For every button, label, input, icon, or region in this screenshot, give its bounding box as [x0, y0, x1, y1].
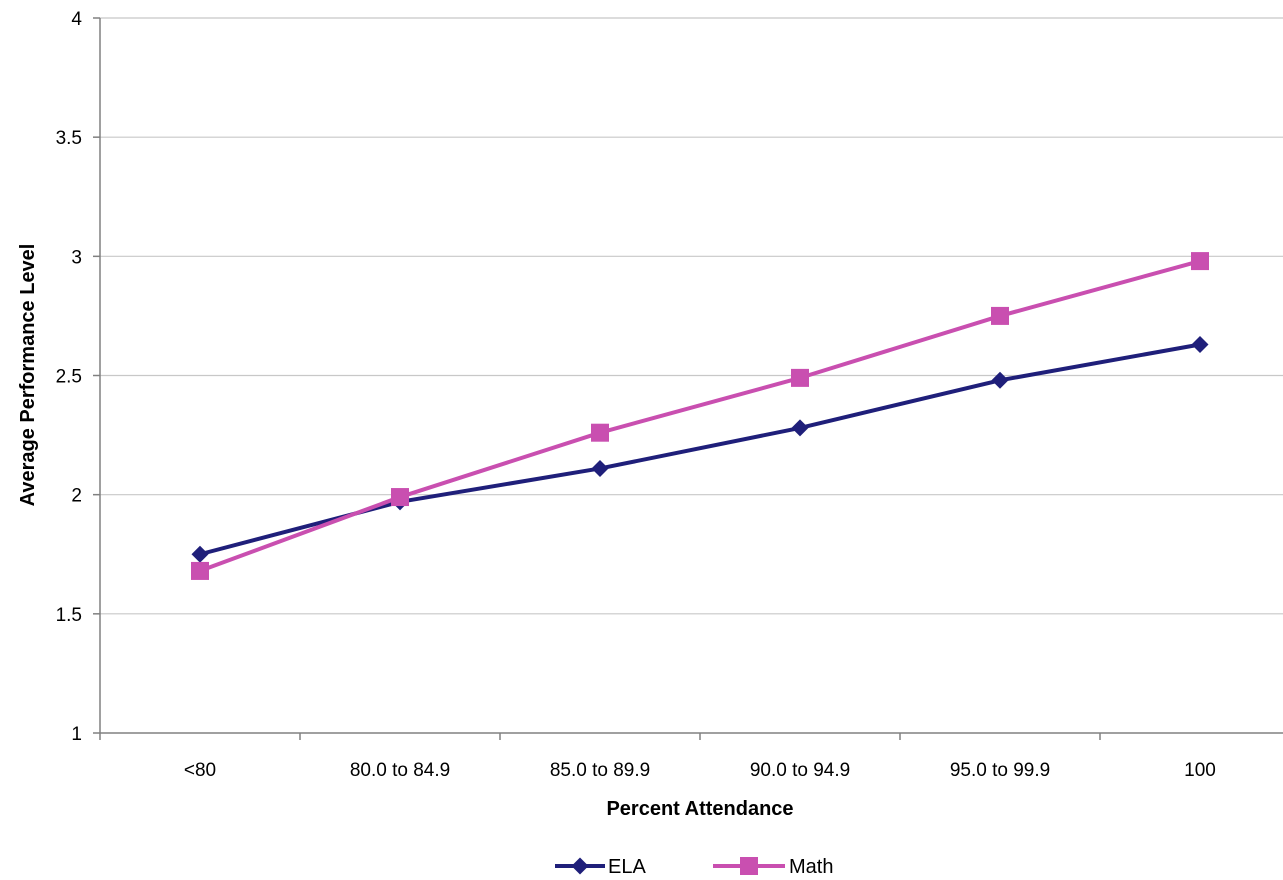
legend-item-ela: ELA — [555, 856, 646, 878]
data-point-math — [1191, 252, 1209, 271]
x-tick-label: 90.0 to 94.9 — [750, 760, 850, 781]
data-point-math — [991, 306, 1009, 325]
axes — [93, 17, 1283, 740]
x-tick-label: 80.0 to 84.9 — [350, 760, 450, 781]
data-point-math — [191, 561, 209, 580]
data-point-math — [591, 423, 609, 442]
x-axis-title: Percent Attendance — [606, 798, 793, 820]
legend-label: ELA — [608, 856, 646, 878]
y-tick-label: 4 — [71, 9, 82, 30]
y-tick-label: 2.5 — [56, 367, 82, 388]
y-axis-title: Average Performance Level — [17, 244, 39, 507]
legend: ELA Math — [555, 856, 833, 878]
data-point-math — [791, 368, 809, 387]
legend-item-math: Math — [713, 856, 833, 878]
x-tick-label: 95.0 to 99.9 — [950, 760, 1050, 781]
data-point-ela — [1191, 336, 1209, 354]
series-line-math — [199, 259, 1201, 573]
y-tick-label: 1.5 — [56, 605, 82, 626]
data-point-ela — [791, 419, 809, 437]
legend-label: Math — [789, 856, 833, 878]
y-tick-labels: 1 1.5 2 2.5 3 3.5 4 — [56, 9, 83, 745]
y-tick-label: 2 — [71, 486, 82, 507]
x-tick-label: 85.0 to 89.9 — [550, 760, 650, 781]
x-tick-labels: <80 80.0 to 84.9 85.0 to 89.9 90.0 to 94.9 9… — [184, 760, 1216, 781]
x-tick-label: <80 — [184, 760, 216, 781]
y-tick-label: 3.5 — [56, 128, 82, 149]
y-tick-label: 3 — [71, 247, 82, 268]
gridlines — [100, 17, 1283, 615]
data-point-ela — [991, 371, 1009, 389]
y-tick-label: 1 — [71, 724, 82, 745]
data-point-ela — [591, 459, 609, 477]
x-tick-label: 100 — [1184, 760, 1216, 781]
legend-marker — [740, 857, 758, 875]
series-markers — [191, 252, 1209, 580]
series-lines — [199, 259, 1201, 573]
legend-marker — [571, 857, 589, 875]
data-point-ela — [191, 545, 209, 563]
data-point-math — [391, 488, 409, 507]
